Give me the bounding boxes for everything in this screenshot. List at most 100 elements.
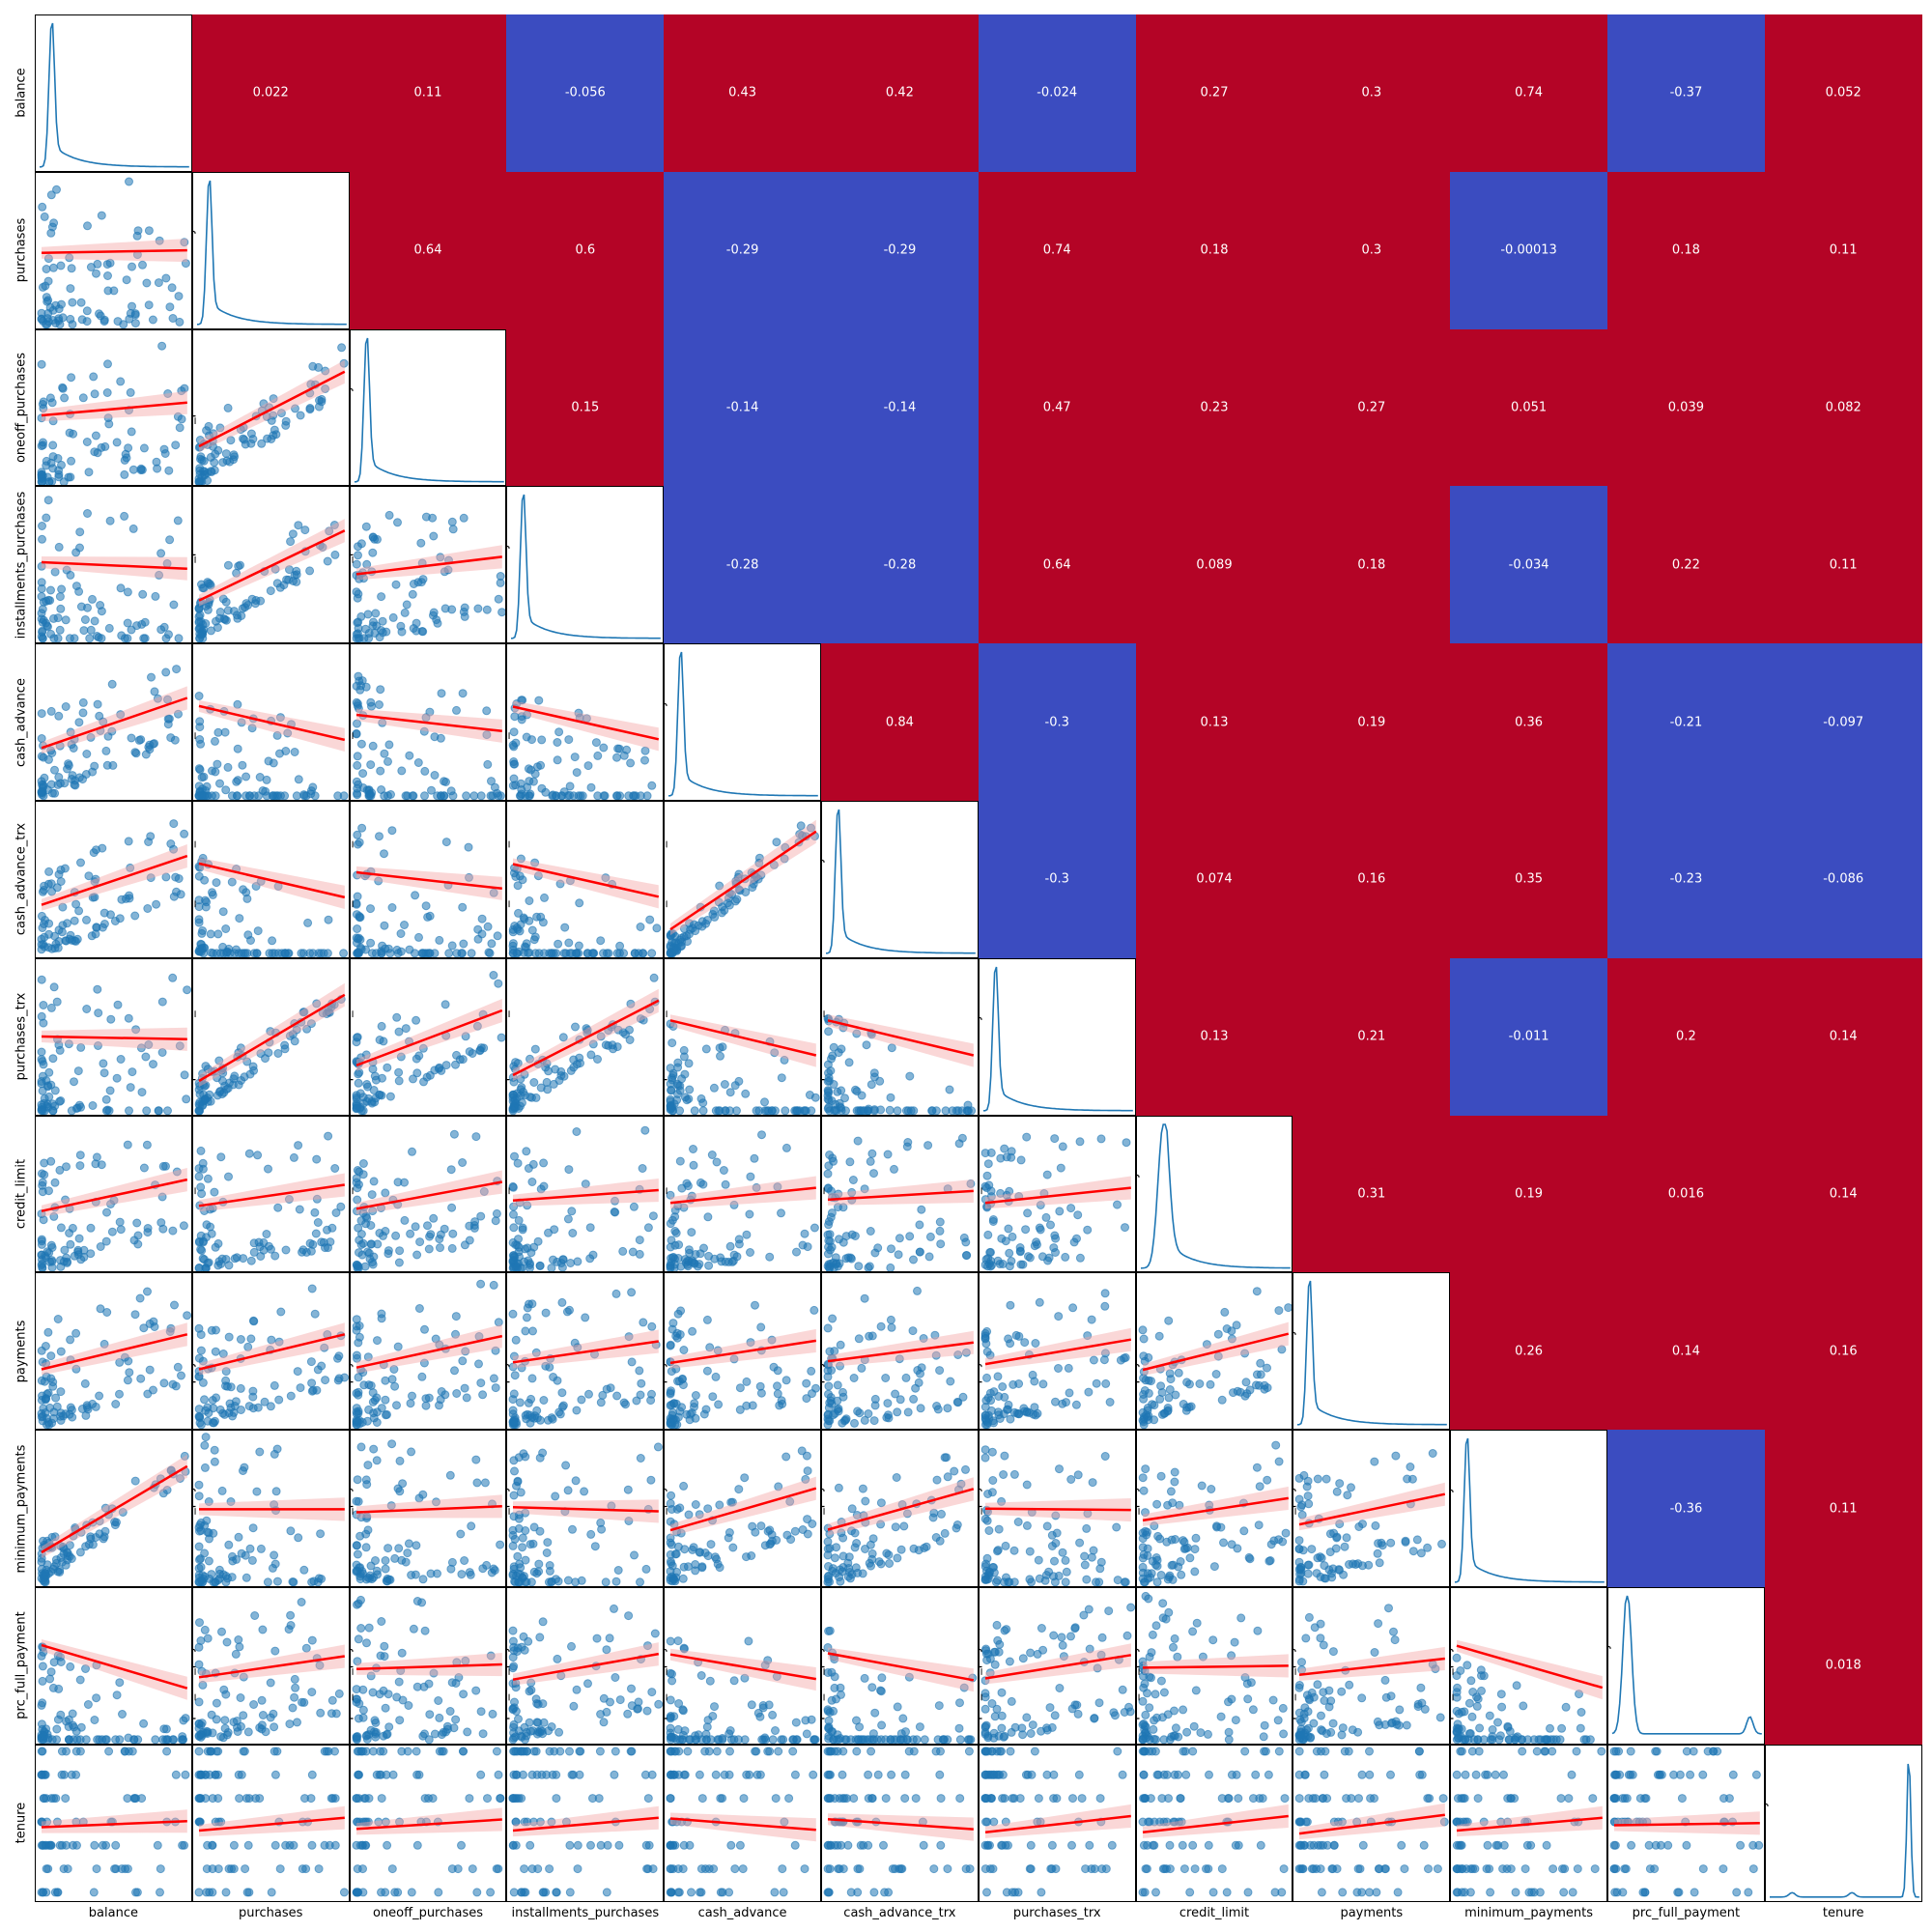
scatter-point — [393, 1342, 403, 1351]
scatter-point — [370, 1716, 380, 1725]
scatter-point — [526, 1258, 535, 1267]
scatter-point — [418, 1575, 428, 1584]
scatter-point — [249, 1317, 259, 1326]
scatter-point — [336, 342, 346, 352]
scatter-point — [242, 1057, 251, 1066]
scatter-point — [49, 982, 59, 992]
scatter-point — [56, 1658, 66, 1666]
scatter-point — [824, 1072, 834, 1082]
scatter-point — [45, 1674, 55, 1684]
corr-cell-payments-prc_full_payment: 0.14 — [1607, 1272, 1765, 1431]
scatter-point — [130, 310, 140, 320]
scatter-point — [210, 1445, 219, 1455]
scatter-point — [824, 1381, 834, 1391]
scatter-cell-prc_full_payment-cash_advance: prc_full_payment — [664, 1587, 821, 1745]
scatter-point — [199, 875, 209, 885]
scatter-point — [54, 711, 64, 721]
scatter-point — [233, 561, 242, 571]
scatter-point — [100, 1526, 110, 1536]
scatter-point — [223, 1172, 233, 1181]
scatter-point — [592, 1634, 602, 1643]
scatter-point — [183, 984, 191, 994]
scatter-point — [358, 1169, 368, 1179]
scatter-point — [606, 1383, 615, 1393]
scatter-point — [1074, 1538, 1084, 1548]
scatter-point — [203, 1634, 213, 1643]
scatter-point — [299, 1565, 309, 1575]
scatter-point — [667, 1386, 676, 1396]
scatter-point — [876, 1322, 886, 1332]
scatter-point — [198, 583, 208, 593]
scatter-point — [1013, 1518, 1023, 1527]
scatter-point — [497, 608, 506, 617]
scatter-point — [1163, 1404, 1173, 1413]
scatter-point — [833, 1380, 842, 1390]
scatter-point — [43, 621, 52, 631]
scatter-point — [1038, 1379, 1048, 1389]
scatter-point — [987, 1488, 997, 1497]
scatter-point — [288, 1703, 298, 1713]
regression-line — [41, 561, 187, 571]
scatter-cell-prc_full_payment-oneoff_purchases: prc_full_payment — [349, 1587, 507, 1745]
scatter-point — [127, 426, 136, 436]
scatter-point — [630, 1202, 639, 1211]
scatter-point — [931, 1106, 941, 1115]
scatter-point — [386, 826, 396, 836]
scatter-point — [870, 1395, 880, 1405]
scatter-point — [397, 627, 407, 637]
scatter-point — [363, 634, 373, 643]
scatter-point — [1152, 1555, 1162, 1565]
density-label: Density — [978, 1013, 983, 1062]
scatter-point — [283, 576, 293, 585]
scatter-point — [874, 1557, 884, 1567]
scatter-point — [83, 1700, 93, 1709]
scatter-point — [571, 1022, 581, 1032]
kde-cell-balance — [35, 14, 192, 172]
scatter-point — [401, 1557, 411, 1567]
scatter-point — [116, 1054, 126, 1064]
scatter-point — [379, 849, 388, 859]
scatter-point — [238, 1253, 247, 1263]
scatter-point — [214, 1574, 224, 1583]
scatter-point — [322, 1225, 331, 1235]
scatter-point — [75, 543, 84, 553]
scatter-point — [61, 615, 71, 625]
scatter-point — [168, 973, 178, 982]
scatter-point — [235, 1642, 244, 1652]
scatter-point — [331, 1709, 341, 1719]
scatter-point — [1170, 1390, 1179, 1400]
scatter-point — [102, 387, 112, 397]
scatter-point — [102, 1208, 111, 1217]
scatter-point — [449, 1366, 459, 1376]
scatter-point — [536, 912, 546, 922]
scatter-point — [40, 881, 49, 891]
scatter-point — [1189, 1567, 1199, 1577]
corr-cell-purchases-minimum_payments: -0.00013 — [1450, 171, 1607, 329]
scatter-point — [65, 1410, 74, 1420]
scatter-point — [257, 1695, 267, 1705]
scatter-point — [206, 929, 215, 939]
scatter-point — [53, 453, 63, 463]
scatter-point — [123, 587, 132, 597]
scatter-point — [223, 561, 233, 571]
scatter-point — [1016, 1260, 1026, 1269]
scatter-cell-installments_purchases-purchases: installments_purchases — [191, 486, 350, 644]
scatter-point — [39, 1214, 48, 1224]
scatter-point — [379, 921, 388, 930]
scatter-point — [758, 1701, 768, 1710]
scatter-point — [307, 1635, 317, 1645]
scatter-point — [1206, 1380, 1215, 1390]
regression-line — [198, 704, 345, 742]
scatter-point — [218, 907, 228, 917]
scatter-point — [1064, 1364, 1073, 1374]
scatter-point — [638, 1163, 647, 1173]
scatter-point — [92, 1693, 101, 1703]
corr-value: -0.056 — [564, 85, 606, 100]
scatter-point — [424, 1679, 434, 1689]
scatter-point — [599, 1718, 609, 1727]
scatter-point — [125, 891, 134, 900]
scatter-point — [66, 930, 75, 940]
inner-ylabel: purchases_trx — [191, 993, 197, 1082]
scatter-point — [196, 1188, 206, 1198]
scatter-cell-cash_advance-purchases: cash_advance — [191, 643, 350, 801]
